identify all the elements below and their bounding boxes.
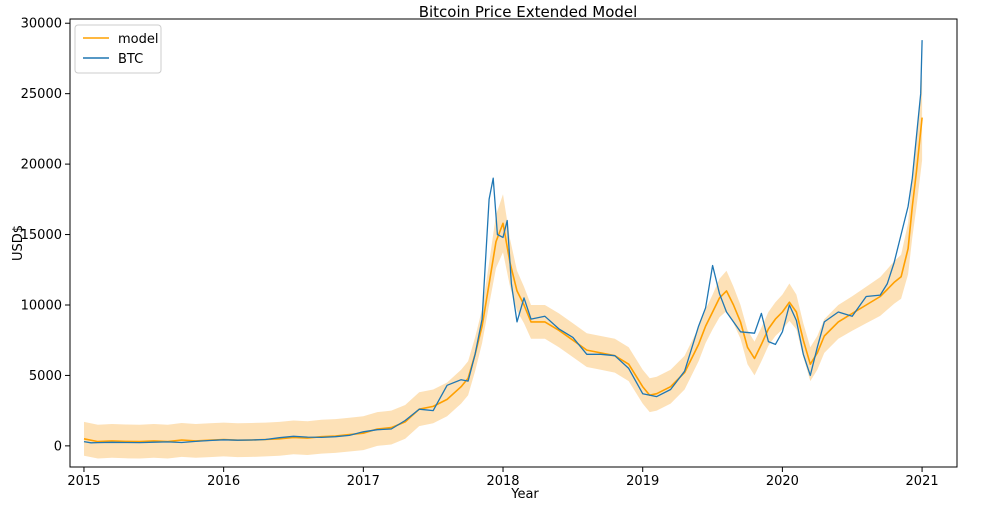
x-tick-label: 2017 — [347, 474, 380, 489]
model-band — [84, 74, 923, 459]
x-axis: 2015 2016 2017 2018 2019 2020 2021 — [67, 467, 939, 489]
x-tick-label: 2015 — [67, 474, 100, 489]
y-axis: 0 5000 10000 15000 20000 25000 30000 — [21, 17, 70, 454]
y-tick-label: 15000 — [21, 228, 62, 243]
y-tick-label: 25000 — [21, 87, 62, 102]
x-tick-label: 2019 — [626, 474, 659, 489]
x-tick-label: 2021 — [906, 474, 939, 489]
x-tick-label: 2020 — [766, 474, 799, 489]
legend: model BTC — [74, 24, 162, 74]
y-tick-label: 20000 — [21, 158, 62, 173]
chart-title: Bitcoin Price Extended Model — [419, 3, 638, 21]
legend-box — [74, 24, 162, 74]
x-tick-label: 2018 — [486, 474, 519, 489]
y-tick-label: 10000 — [21, 298, 62, 313]
y-tick-label: 0 — [54, 439, 62, 454]
y-tick-label: 5000 — [29, 369, 62, 384]
legend-label-model: model — [118, 32, 158, 47]
legend-label-btc: BTC — [118, 52, 143, 67]
x-axis-label: Year — [510, 487, 539, 502]
series-layer — [83, 40, 923, 444]
series-line-model — [83, 117, 923, 443]
plot-frame — [69, 18, 958, 468]
model-band-area — [84, 74, 923, 459]
series-line-btc — [83, 40, 923, 444]
y-tick-label: 30000 — [21, 17, 62, 32]
x-tick-label: 2016 — [207, 474, 240, 489]
y-axis-label: USD$ — [11, 225, 26, 261]
